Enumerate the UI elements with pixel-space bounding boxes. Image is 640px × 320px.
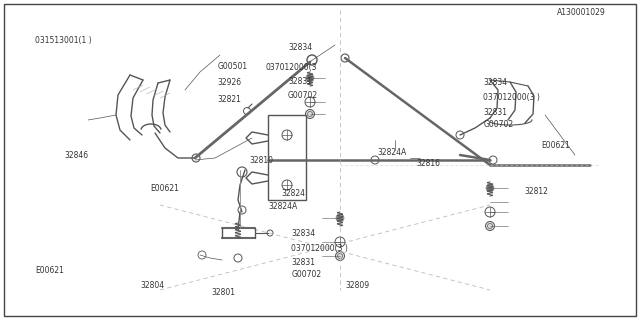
Circle shape — [336, 214, 344, 222]
Text: E00621: E00621 — [541, 141, 570, 150]
Text: G00702: G00702 — [288, 91, 318, 100]
Circle shape — [335, 252, 344, 260]
Text: A130001029: A130001029 — [557, 8, 605, 17]
Text: E00621: E00621 — [150, 184, 179, 193]
Text: 031513001(1 ): 031513001(1 ) — [35, 36, 92, 45]
Text: G00702: G00702 — [291, 270, 321, 279]
Text: 32824A: 32824A — [378, 148, 407, 156]
Text: 32824A: 32824A — [269, 202, 298, 211]
Bar — [268, 115, 306, 200]
Circle shape — [486, 221, 495, 230]
Text: 32801: 32801 — [211, 288, 236, 297]
Text: 32846: 32846 — [64, 151, 88, 160]
Circle shape — [486, 184, 494, 192]
Circle shape — [306, 74, 314, 82]
Circle shape — [305, 109, 314, 118]
Text: E00621: E00621 — [35, 266, 64, 275]
Text: 037012000(3: 037012000(3 — [266, 63, 317, 72]
Text: 32926: 32926 — [218, 78, 242, 87]
Text: 037012000(3 ): 037012000(3 ) — [483, 93, 540, 102]
Text: 32834: 32834 — [483, 78, 508, 87]
Text: 32809: 32809 — [346, 281, 370, 290]
Text: 037012000(3 ): 037012000(3 ) — [291, 244, 348, 252]
Text: 32821: 32821 — [218, 95, 241, 104]
Text: G00702: G00702 — [483, 120, 513, 129]
Text: G00501: G00501 — [218, 62, 248, 71]
Text: 32812: 32812 — [525, 188, 548, 196]
Text: 32834: 32834 — [291, 229, 316, 238]
Text: 32831: 32831 — [288, 77, 312, 86]
Text: 32831: 32831 — [483, 108, 507, 116]
Text: 32804: 32804 — [141, 281, 165, 290]
Text: 32810: 32810 — [250, 156, 274, 164]
Text: 32824: 32824 — [282, 189, 306, 198]
Text: 32834: 32834 — [288, 43, 312, 52]
Text: 32831: 32831 — [291, 258, 315, 267]
Text: 32816: 32816 — [416, 159, 440, 168]
